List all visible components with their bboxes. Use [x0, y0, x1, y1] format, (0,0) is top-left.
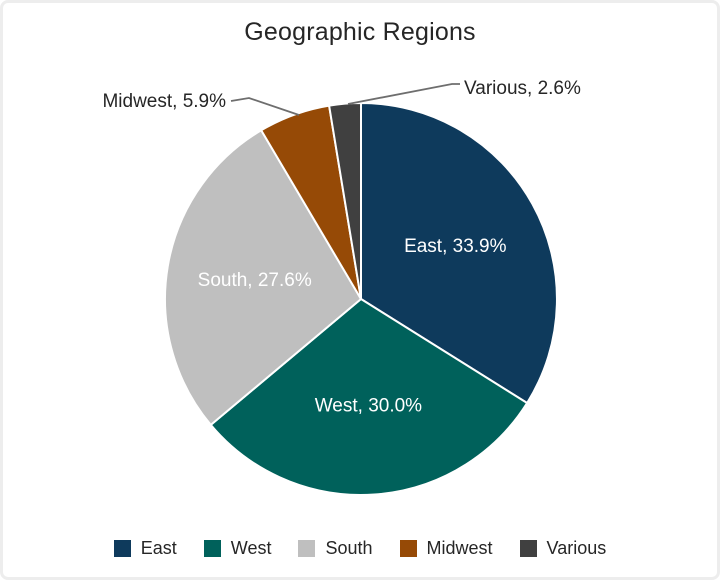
- pie-slice-various[interactable]: [328, 101, 362, 300]
- legend-item-west[interactable]: West: [203, 538, 272, 559]
- pie-chart-svg: East, 33.9% West, 30.0% South, 27.6% Midwes…: [102, 78, 581, 496]
- leader-line-midwest: [230, 97, 300, 116]
- legend-item-south[interactable]: South: [298, 538, 373, 559]
- legend-item-east[interactable]: East: [113, 538, 177, 559]
- pie-slice-west[interactable]: [209, 298, 529, 496]
- legend-label-west: West: [230, 538, 272, 558]
- pie-label-south: South, 27.6%: [198, 270, 312, 291]
- pie-slice-east[interactable]: [360, 102, 558, 404]
- legend-label-various: Various: [546, 538, 607, 558]
- legend-label-east: East: [140, 538, 177, 558]
- pie-label-east: East, 33.9%: [404, 236, 507, 257]
- leader-line-various: [347, 83, 460, 105]
- chart-title: Geographic Regions: [244, 18, 476, 46]
- legend-swatch-south: [298, 540, 316, 557]
- pie-slice-south[interactable]: [164, 129, 362, 426]
- legend-swatch-various: [519, 540, 537, 557]
- legend-swatch-midwest: [399, 540, 417, 557]
- legend-label-south: South: [325, 538, 373, 558]
- pie-label-west: West, 30.0%: [315, 396, 422, 417]
- legend-item-various[interactable]: Various: [519, 538, 607, 559]
- legend-item-midwest[interactable]: Midwest: [399, 538, 493, 559]
- legend-swatch-east: [113, 540, 131, 557]
- legend-swatch-west: [203, 540, 221, 557]
- pie-label-midwest: Midwest, 5.9%: [102, 91, 226, 112]
- legend-label-midwest: Midwest: [426, 538, 493, 558]
- chart-legend: East West South Midwest Various: [3, 538, 717, 559]
- pie-label-various: Various, 2.6%: [464, 78, 581, 99]
